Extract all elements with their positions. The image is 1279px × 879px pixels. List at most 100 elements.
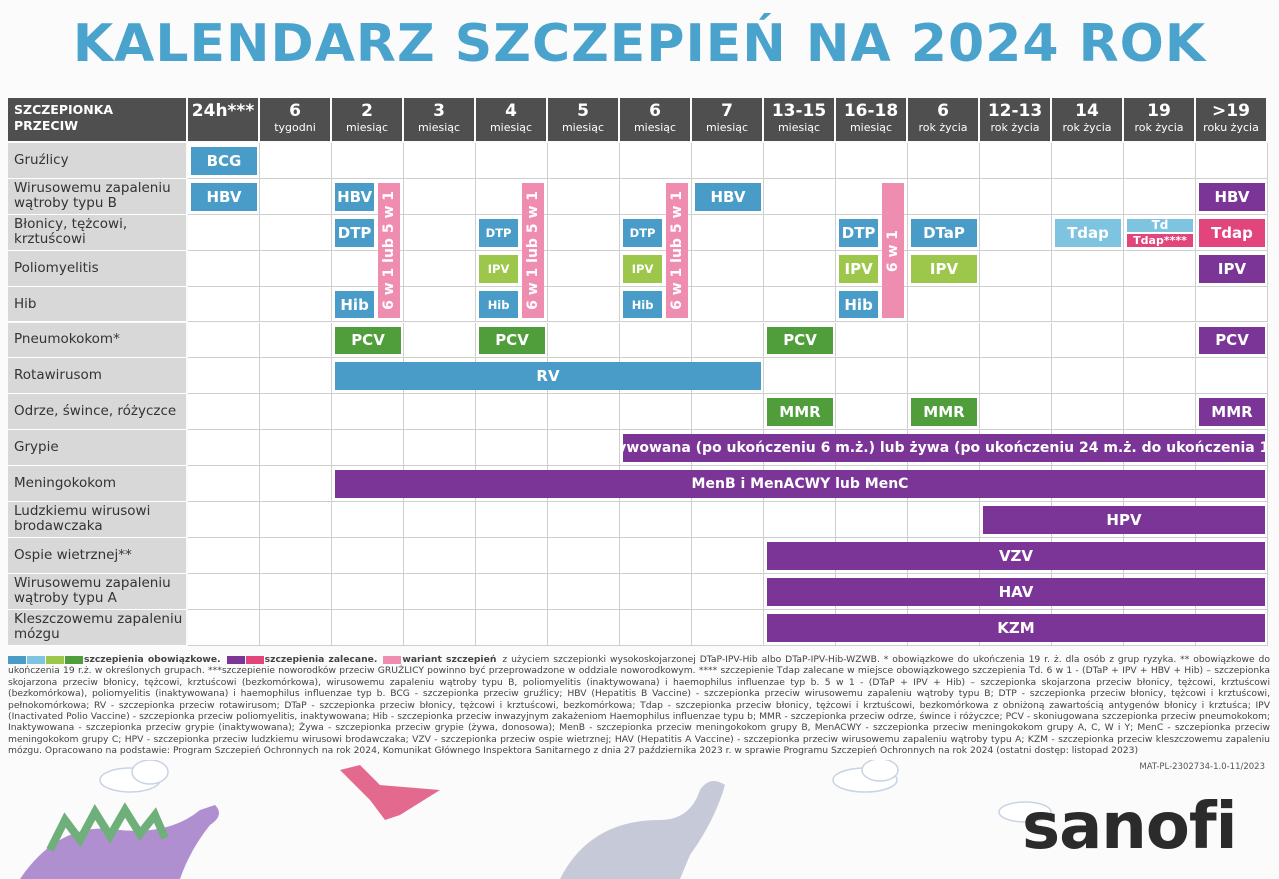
cell bbox=[404, 250, 476, 287]
block-label: Hib bbox=[340, 295, 369, 314]
code: MAT-PL-2302734-1.0-11/2023 bbox=[1139, 762, 1265, 772]
cell bbox=[836, 394, 908, 431]
block-label: MMR bbox=[923, 403, 965, 422]
variant-block: 6 w 1 lub 5 w 1 bbox=[522, 182, 544, 319]
block-label: MMR bbox=[779, 403, 821, 422]
cell bbox=[188, 573, 260, 610]
row-label: Meningokokom bbox=[8, 466, 186, 502]
cell bbox=[548, 250, 620, 287]
cell bbox=[188, 537, 260, 574]
block-label: DTP bbox=[485, 225, 512, 240]
vaccine-block: Tdap bbox=[1055, 218, 1121, 247]
cell bbox=[332, 609, 404, 646]
cell bbox=[188, 502, 260, 538]
vaccine-block: Hib bbox=[839, 290, 879, 319]
cell bbox=[692, 609, 764, 646]
header-bottom: rok życia bbox=[1134, 121, 1184, 134]
vaccine-block: Td bbox=[1127, 218, 1193, 232]
cell bbox=[764, 214, 836, 251]
vaccine-block: HAV bbox=[767, 577, 1265, 606]
header-bottom: rok życia bbox=[918, 121, 968, 134]
cell bbox=[1124, 143, 1196, 179]
cell bbox=[980, 394, 1052, 431]
cell bbox=[548, 143, 620, 179]
vaccine-block: DTP bbox=[839, 218, 879, 247]
cell bbox=[188, 322, 260, 359]
block-label: KZM bbox=[997, 618, 1035, 637]
cell bbox=[980, 322, 1052, 359]
vaccine-block: DTaP bbox=[911, 218, 977, 247]
row-label: Ludzkiemu wirusowi brodawczaka bbox=[8, 502, 186, 538]
cell bbox=[260, 178, 332, 215]
cell bbox=[692, 143, 764, 179]
block-label: PCV bbox=[495, 331, 529, 350]
block-label: HPV bbox=[1106, 510, 1142, 529]
block-label: HBV bbox=[337, 187, 373, 206]
legend-label: szczepienia obowiązkowe. bbox=[84, 654, 221, 665]
cell bbox=[692, 250, 764, 287]
title: KALENDARZ SZCZEPIEŃ NA 2024 ROK bbox=[72, 14, 1207, 74]
cell bbox=[404, 322, 476, 359]
cell bbox=[188, 214, 260, 251]
variant-block: 6 w 1 lub 5 w 1 bbox=[666, 182, 688, 319]
legend-swatch bbox=[65, 655, 83, 664]
cell bbox=[548, 214, 620, 251]
header-top: 6 bbox=[937, 101, 949, 121]
cell bbox=[1124, 322, 1196, 359]
legend-swatch bbox=[226, 655, 245, 664]
cell bbox=[404, 609, 476, 646]
cell bbox=[260, 609, 332, 646]
cell bbox=[692, 322, 764, 359]
block-label: Inaktywowana (po ukończeniu 6 m.ż.) lub … bbox=[623, 440, 1265, 457]
variant-block: 6 w 1 lub 5 w 1 bbox=[378, 182, 400, 319]
row-label: Hib bbox=[8, 286, 186, 323]
cell bbox=[332, 502, 404, 538]
cell bbox=[1196, 143, 1268, 179]
cell bbox=[548, 322, 620, 359]
cell bbox=[188, 250, 260, 287]
block-label: 6 w 1 lub 5 w 1 bbox=[524, 191, 541, 311]
legend-swatch bbox=[8, 655, 26, 664]
vaccine-block: IPV bbox=[479, 254, 519, 283]
header-top: 24h*** bbox=[191, 101, 255, 121]
block-label: Td bbox=[1151, 218, 1169, 232]
header-cell: 12-13 rok życia bbox=[980, 98, 1050, 141]
cell bbox=[476, 573, 548, 610]
row-label: Grypie bbox=[8, 430, 186, 467]
cell bbox=[692, 214, 764, 251]
header-bottom: tygodni bbox=[274, 121, 316, 134]
header-top: 13-15 bbox=[771, 101, 827, 121]
legend-swatch bbox=[46, 655, 64, 664]
cell bbox=[476, 537, 548, 574]
cell bbox=[548, 573, 620, 610]
cell bbox=[620, 502, 692, 538]
note-text: z użyciem szczepionki wysokoskojarzonej … bbox=[8, 654, 1270, 757]
block-label: Tdap bbox=[1067, 223, 1109, 242]
cell bbox=[836, 143, 908, 179]
cell bbox=[260, 466, 332, 502]
logo: sanofi bbox=[1022, 790, 1238, 864]
header-bottom: miesiąc bbox=[489, 121, 533, 134]
notes: szczepienia obowiązkowe. szczepienia zale… bbox=[8, 654, 1270, 757]
header-cell: 6 miesiąc bbox=[620, 98, 690, 141]
header-bottom: miesiąc bbox=[633, 121, 677, 134]
cell bbox=[1052, 143, 1124, 179]
block-label: HBV bbox=[710, 187, 746, 206]
cell bbox=[836, 358, 908, 395]
vaccine-block: KZM bbox=[767, 613, 1265, 642]
cell bbox=[332, 537, 404, 574]
block-label: DTP bbox=[629, 225, 656, 240]
block-label: 6 w 1 lub 5 w 1 bbox=[380, 191, 397, 311]
cell bbox=[1052, 394, 1124, 431]
cell bbox=[476, 394, 548, 431]
header-bottom: miesiąc bbox=[561, 121, 605, 134]
vaccine-block: Hib bbox=[335, 290, 375, 319]
cell bbox=[260, 286, 332, 323]
row-label: Rotawirusom bbox=[8, 358, 186, 395]
cell bbox=[908, 322, 980, 359]
cell bbox=[476, 430, 548, 467]
cell bbox=[908, 143, 980, 179]
vaccine-block: HBV bbox=[191, 182, 257, 211]
row-label: Kleszczowemu zapaleniu mózgu bbox=[8, 609, 186, 646]
header-bottom: miesiąc bbox=[417, 121, 461, 134]
